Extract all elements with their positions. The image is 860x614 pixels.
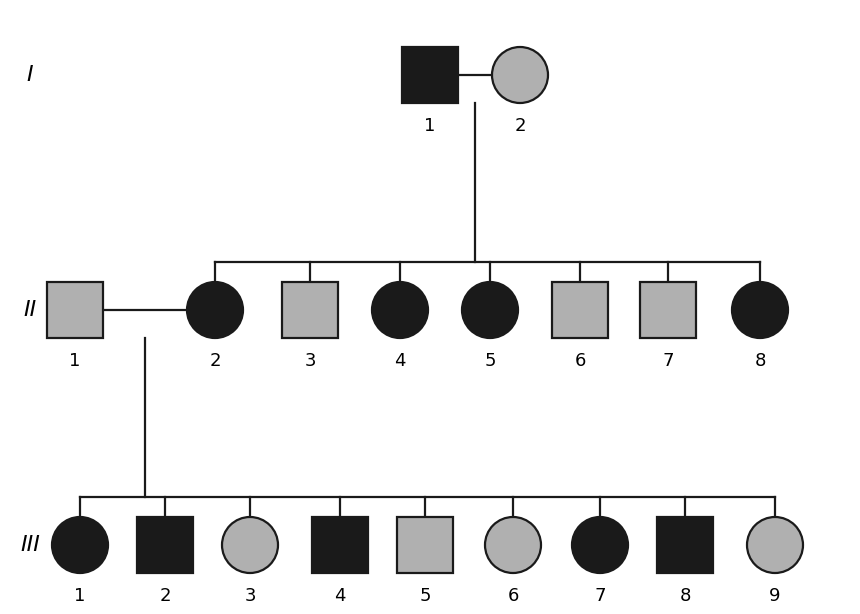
Text: 3: 3 xyxy=(244,587,255,605)
Text: 5: 5 xyxy=(484,352,495,370)
Text: II: II xyxy=(23,300,37,320)
Text: I: I xyxy=(27,65,34,85)
Ellipse shape xyxy=(485,517,541,573)
Text: 9: 9 xyxy=(769,587,781,605)
Ellipse shape xyxy=(222,517,278,573)
Text: 8: 8 xyxy=(754,352,765,370)
Bar xyxy=(402,47,458,103)
Text: 7: 7 xyxy=(594,587,605,605)
Bar xyxy=(552,282,608,338)
Text: 2: 2 xyxy=(209,352,221,370)
Text: 1: 1 xyxy=(70,352,81,370)
Ellipse shape xyxy=(747,517,803,573)
Text: 6: 6 xyxy=(574,352,586,370)
Text: 6: 6 xyxy=(507,587,519,605)
Bar xyxy=(397,517,453,573)
Text: 1: 1 xyxy=(74,587,86,605)
Ellipse shape xyxy=(492,47,548,103)
Text: 4: 4 xyxy=(335,587,346,605)
Bar xyxy=(137,517,193,573)
Text: 5: 5 xyxy=(420,587,431,605)
Text: 2: 2 xyxy=(159,587,171,605)
Bar xyxy=(640,282,696,338)
Bar xyxy=(657,517,713,573)
Text: 8: 8 xyxy=(679,587,691,605)
Text: 3: 3 xyxy=(304,352,316,370)
Text: 1: 1 xyxy=(424,117,436,135)
Bar xyxy=(47,282,103,338)
Ellipse shape xyxy=(187,282,243,338)
Text: 4: 4 xyxy=(394,352,406,370)
Ellipse shape xyxy=(732,282,788,338)
Ellipse shape xyxy=(462,282,518,338)
Ellipse shape xyxy=(372,282,428,338)
Text: 7: 7 xyxy=(662,352,673,370)
Ellipse shape xyxy=(572,517,628,573)
Text: 2: 2 xyxy=(514,117,525,135)
Bar xyxy=(312,517,368,573)
Ellipse shape xyxy=(52,517,108,573)
Bar xyxy=(282,282,338,338)
Text: III: III xyxy=(20,535,40,555)
